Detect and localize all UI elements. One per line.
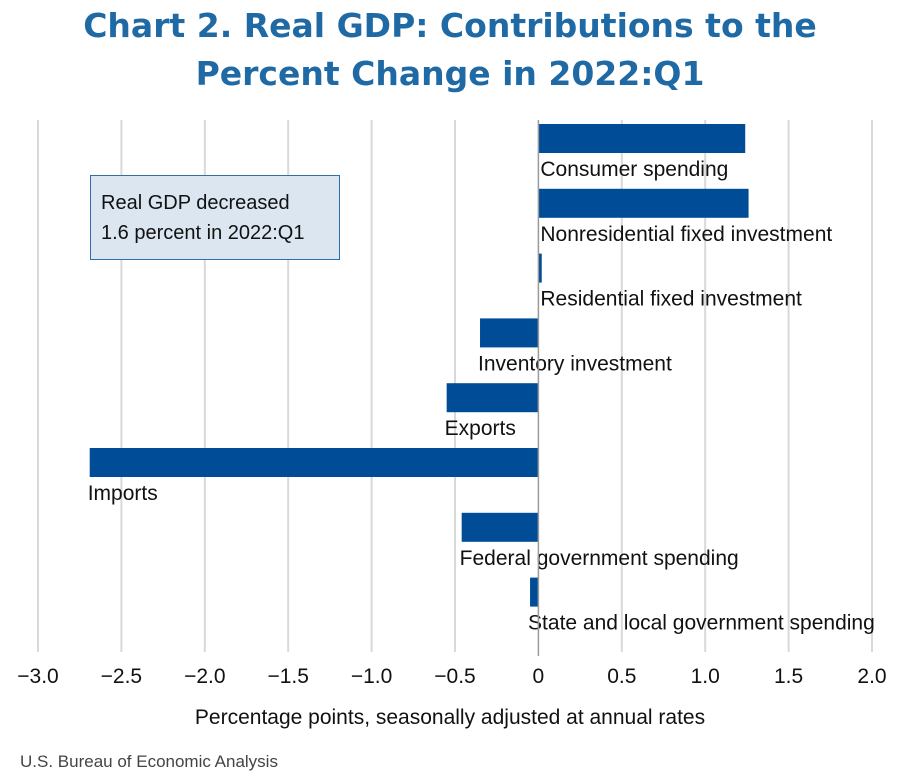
chart-title-line-1: Chart 2. Real GDP: Contributions to the — [83, 6, 817, 45]
gdp-annotation-box: Real GDP decreased 1.6 percent in 2022:Q… — [90, 175, 340, 260]
x-tick-label: −2.0 — [184, 665, 225, 688]
x-tick-label: 1.5 — [774, 665, 803, 688]
x-tick-label: −1.0 — [351, 665, 392, 688]
annotation-line-2: 1.6 percent in 2022:Q1 — [101, 222, 305, 244]
category-label: State and local government spending — [528, 612, 875, 635]
x-tick-label: −3.0 — [17, 665, 58, 688]
x-tick-label: 0.5 — [607, 665, 636, 688]
bar — [538, 188, 749, 218]
category-label: Federal government spending — [460, 547, 739, 570]
bar — [480, 318, 539, 348]
x-axis-label: Percentage points, seasonally adjusted a… — [195, 706, 705, 729]
x-tick-label: −2.5 — [101, 665, 142, 688]
category-label: Consumer spending — [540, 158, 728, 181]
bar — [538, 124, 746, 153]
bar — [538, 253, 542, 283]
bar — [89, 448, 539, 477]
bar — [461, 512, 539, 542]
category-label: Exports — [445, 417, 516, 440]
chart-title-line-2: Percent Change in 2022:Q1 — [195, 54, 705, 93]
x-tick-label: −1.5 — [267, 665, 308, 688]
category-label: Residential fixed investment — [540, 288, 802, 311]
bar — [530, 577, 539, 607]
source-note: U.S. Bureau of Economic Analysis — [20, 752, 278, 771]
chart-title: Chart 2. Real GDP: Contributions to the … — [0, 2, 900, 98]
annotation-line-1: Real GDP decreased — [101, 192, 290, 214]
category-label: Nonresidential fixed investment — [540, 223, 832, 246]
bar — [446, 383, 539, 413]
category-label: Imports — [88, 482, 158, 505]
x-tick-label: 2.0 — [857, 665, 886, 688]
x-tick-label: 0 — [533, 665, 545, 688]
category-label: Inventory investment — [478, 352, 672, 375]
x-tick-label: 1.0 — [691, 665, 720, 688]
x-tick-label: −0.5 — [434, 665, 475, 688]
